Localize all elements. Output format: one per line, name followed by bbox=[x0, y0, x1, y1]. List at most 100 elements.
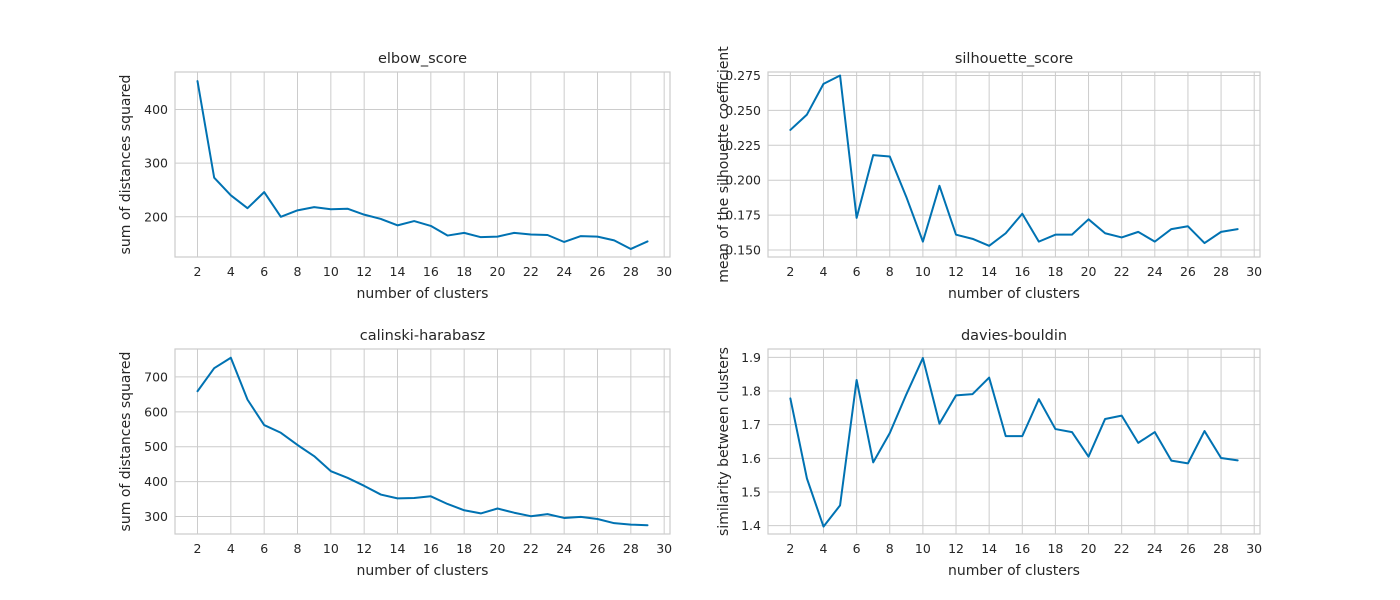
x-tick-label: 16 bbox=[423, 264, 439, 279]
x-tick-label: 18 bbox=[456, 541, 472, 556]
y-tick-label: 1.8 bbox=[741, 384, 761, 399]
x-tick-label: 10 bbox=[323, 541, 339, 556]
x-tick-label: 24 bbox=[556, 264, 572, 279]
chart-title: silhouette_score bbox=[955, 51, 1073, 67]
x-tick-label: 22 bbox=[523, 264, 539, 279]
x-tick-label: 28 bbox=[623, 541, 639, 556]
x-tick-label: 2 bbox=[786, 541, 794, 556]
grid bbox=[768, 349, 1260, 534]
plot-frame bbox=[767, 348, 1261, 535]
y-tick-label: 700 bbox=[144, 369, 168, 384]
chart-title: elbow_score bbox=[378, 51, 467, 67]
x-tick-label: 8 bbox=[886, 541, 894, 556]
x-tick-label: 12 bbox=[948, 541, 964, 556]
x-tick-label: 8 bbox=[886, 264, 894, 279]
x-tick-label: 28 bbox=[1213, 264, 1229, 279]
grid bbox=[768, 72, 1260, 257]
x-tick-label: 20 bbox=[1081, 541, 1097, 556]
x-tick-label: 4 bbox=[820, 541, 828, 556]
y-tick-label: 0.175 bbox=[725, 208, 761, 223]
grid bbox=[175, 349, 670, 534]
y-tick-label: 600 bbox=[144, 404, 168, 419]
x-tick-label: 6 bbox=[260, 264, 268, 279]
x-tick-label: 12 bbox=[356, 264, 372, 279]
x-tick-label: 18 bbox=[1047, 541, 1063, 556]
x-tick-label: 22 bbox=[1114, 264, 1130, 279]
x-tick-label: 6 bbox=[260, 541, 268, 556]
x-axis-label: number of clusters bbox=[357, 563, 489, 579]
y-tick-label: 1.4 bbox=[741, 518, 761, 533]
plot-frame bbox=[174, 71, 671, 258]
panel-silhouette-score: silhouette_score number of clusters mean… bbox=[716, 46, 1262, 302]
y-tick-label: 0.150 bbox=[725, 243, 761, 258]
y-tick-label: 400 bbox=[144, 474, 168, 489]
series-line bbox=[789, 357, 1239, 528]
x-tick-label: 16 bbox=[423, 541, 439, 556]
x-tick-label: 16 bbox=[1014, 541, 1030, 556]
x-axis-label: number of clusters bbox=[357, 286, 489, 302]
x-tick-label: 26 bbox=[1180, 541, 1196, 556]
x-axis-label: number of clusters bbox=[948, 563, 1080, 579]
x-tick-label: 8 bbox=[294, 264, 302, 279]
x-tick-label: 30 bbox=[1246, 541, 1262, 556]
x-tick-label: 20 bbox=[1081, 264, 1097, 279]
y-axis-label: similarity between clusters bbox=[716, 347, 732, 536]
x-tick-label: 24 bbox=[556, 541, 572, 556]
x-tick-label: 28 bbox=[1213, 541, 1229, 556]
y-tick-label: 0.250 bbox=[725, 103, 761, 118]
y-axis-label: sum of distances squared bbox=[118, 352, 134, 532]
x-tick-label: 28 bbox=[623, 264, 639, 279]
x-tick-label: 24 bbox=[1147, 264, 1163, 279]
x-tick-label: 10 bbox=[915, 264, 931, 279]
x-tick-label: 26 bbox=[590, 541, 606, 556]
x-tick-label: 12 bbox=[356, 541, 372, 556]
x-tick-label: 2 bbox=[194, 541, 202, 556]
x-tick-label: 22 bbox=[523, 541, 539, 556]
x-tick-label: 6 bbox=[853, 541, 861, 556]
x-tick-label: 14 bbox=[390, 264, 406, 279]
series-line bbox=[196, 80, 649, 250]
x-tick-label: 20 bbox=[490, 264, 506, 279]
x-tick-label: 12 bbox=[948, 264, 964, 279]
panel-calinski-harabasz: calinski-harabasz number of clusters sum… bbox=[118, 328, 672, 579]
y-tick-label: 300 bbox=[144, 156, 168, 171]
x-tick-label: 2 bbox=[194, 264, 202, 279]
series-line bbox=[789, 74, 1239, 247]
series-line bbox=[196, 356, 649, 527]
chart-title: calinski-harabasz bbox=[360, 328, 486, 344]
plot-frame bbox=[767, 71, 1261, 258]
x-tick-label: 20 bbox=[490, 541, 506, 556]
x-tick-label: 6 bbox=[853, 264, 861, 279]
x-tick-label: 30 bbox=[1246, 264, 1262, 279]
y-tick-label: 0.200 bbox=[725, 173, 761, 188]
plot-frame bbox=[174, 348, 671, 535]
grid bbox=[175, 72, 670, 257]
y-tick-label: 0.225 bbox=[725, 138, 761, 153]
y-tick-label: 300 bbox=[144, 509, 168, 524]
panel-elbow-score: elbow_score number of clusters sum of di… bbox=[118, 51, 672, 302]
x-tick-label: 4 bbox=[820, 264, 828, 279]
x-tick-label: 4 bbox=[227, 264, 235, 279]
x-tick-label: 18 bbox=[456, 264, 472, 279]
x-tick-label: 4 bbox=[227, 541, 235, 556]
x-tick-label: 2 bbox=[786, 264, 794, 279]
x-tick-label: 14 bbox=[981, 264, 997, 279]
x-tick-label: 22 bbox=[1114, 541, 1130, 556]
x-axis-label: number of clusters bbox=[948, 286, 1080, 302]
y-axis-label: mean of the silhouette coefficient bbox=[716, 46, 732, 283]
y-tick-label: 200 bbox=[144, 209, 168, 224]
x-tick-label: 30 bbox=[656, 264, 672, 279]
x-tick-label: 16 bbox=[1014, 264, 1030, 279]
y-tick-label: 1.5 bbox=[741, 484, 761, 499]
chart-title: davies-bouldin bbox=[961, 328, 1067, 344]
x-tick-label: 30 bbox=[656, 541, 672, 556]
y-tick-label: 1.9 bbox=[741, 350, 761, 365]
x-tick-label: 24 bbox=[1147, 541, 1163, 556]
x-tick-label: 8 bbox=[294, 541, 302, 556]
x-tick-label: 14 bbox=[981, 541, 997, 556]
y-axis-label: sum of distances squared bbox=[118, 75, 134, 255]
y-tick-label: 0.275 bbox=[725, 68, 761, 83]
x-tick-label: 10 bbox=[915, 541, 931, 556]
y-tick-label: 1.6 bbox=[741, 451, 761, 466]
